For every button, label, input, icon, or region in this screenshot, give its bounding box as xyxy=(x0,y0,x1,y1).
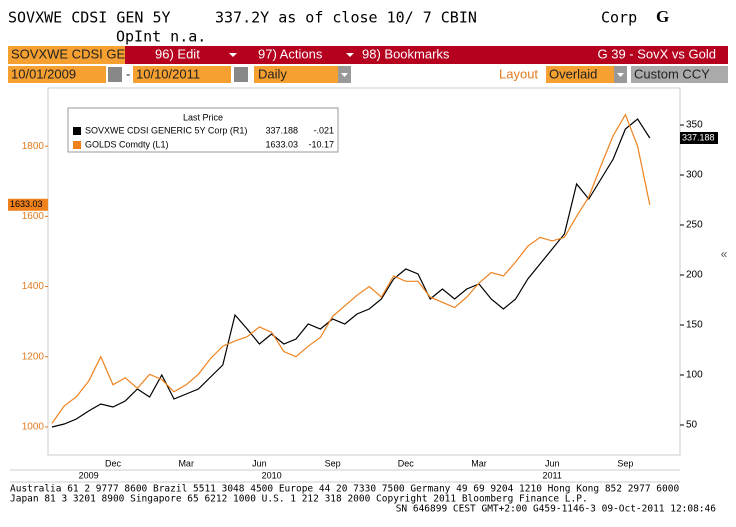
currency-box[interactable] xyxy=(631,66,728,83)
dropdown-arrow[interactable] xyxy=(346,53,354,57)
x-tick-label: Sep xyxy=(617,458,633,468)
security: SOVXWE CDSI GE xyxy=(11,46,125,61)
footer-line: SN 646899 CEST GMT+2:00 G459-1146-3 09-O… xyxy=(396,504,717,515)
x-tick-label: Jun xyxy=(252,458,267,468)
y2-tick-label: 250 xyxy=(686,220,703,231)
legend-title: Last Price xyxy=(183,112,223,122)
legend-name: GOLDS Comdty (L1) xyxy=(85,139,169,149)
y-tick-label: 1600 xyxy=(22,211,45,222)
footer-line: Japan 81 3 3201 8900 Singapore 65 6212 1… xyxy=(10,494,588,505)
x-tick-label: Sep xyxy=(325,458,341,468)
x-tick-label: Jun xyxy=(545,458,560,468)
end-date-box[interactable] xyxy=(133,66,231,83)
footer-line: Australia 61 2 9777 8600 Brazil 5511 304… xyxy=(10,484,679,495)
year-label: 2011 xyxy=(543,470,562,480)
last-value-label: 337.188 xyxy=(682,132,715,142)
y2-tick-label: 350 xyxy=(686,120,703,131)
security-box[interactable] xyxy=(8,46,125,64)
ticker: SOVXWE CDSI GEN 5Y xyxy=(8,9,171,27)
series-line xyxy=(51,113,651,424)
menu-bookmarks[interactable]: 98) Bookmarks xyxy=(362,46,450,61)
date-separator: - xyxy=(126,66,130,81)
open-interest: OpInt n.a. xyxy=(116,28,206,46)
menu-bar xyxy=(125,46,728,64)
menu-actions[interactable]: 97) Actions xyxy=(258,46,323,61)
last-value-tag xyxy=(680,132,718,144)
legend-last: 337.188 xyxy=(265,125,298,135)
period-box[interactable] xyxy=(254,66,338,83)
start-date: 10/01/2009 xyxy=(11,66,76,81)
collapse[interactable]: « xyxy=(721,247,728,261)
legend-change: -.021 xyxy=(313,125,334,135)
quote: 337.2Y as of close 10/ 7 CBIN xyxy=(215,9,477,27)
legend xyxy=(67,107,339,153)
dropdown-arrow xyxy=(617,73,624,77)
y2-tick-label: 200 xyxy=(686,270,703,281)
legend-last: 1633.03 xyxy=(265,139,298,149)
year-label: 2010 xyxy=(262,470,282,480)
calendar-icon[interactable] xyxy=(108,67,122,82)
y-tick-label: 1400 xyxy=(22,281,45,292)
dropdown-arrow xyxy=(341,73,348,77)
sector: Corp xyxy=(601,9,637,27)
series-line xyxy=(51,118,651,428)
layout: Overlaid xyxy=(549,66,597,81)
period: Daily xyxy=(258,66,287,81)
last-value-label: 1633.03 xyxy=(10,199,43,209)
y2-tick-label: 50 xyxy=(686,420,698,431)
y-tick-label: 1000 xyxy=(22,422,45,433)
x-tick-label: Mar xyxy=(471,458,487,468)
page-name: G 39 - SovX vs Gold xyxy=(598,46,717,61)
start-date-box[interactable] xyxy=(8,66,106,83)
legend-name: SOVXWE CDSI GENERIC 5Y Corp (R1) xyxy=(85,125,247,135)
menu-edit[interactable]: 96) Edit xyxy=(155,46,200,61)
plot-frame xyxy=(47,87,681,456)
layout-box[interactable] xyxy=(546,66,614,83)
legend-swatch xyxy=(73,127,81,135)
y-tick-label: 1200 xyxy=(22,351,45,362)
legend-swatch xyxy=(73,141,81,149)
y2-tick-label: 100 xyxy=(686,370,703,381)
layout-label: Layout xyxy=(499,66,538,81)
x-tick-label: Dec xyxy=(398,458,415,468)
last-value-tag xyxy=(8,198,48,211)
y2-tick-label: 300 xyxy=(686,170,703,181)
y-tick-label: 1800 xyxy=(22,141,45,152)
x-tick-label: Mar xyxy=(178,458,194,468)
x-tick-label: Dec xyxy=(105,458,122,468)
end-date: 10/10/2011 xyxy=(136,66,200,81)
currency: Custom CCY xyxy=(634,66,710,81)
key: G xyxy=(656,7,669,26)
year-label: 2009 xyxy=(79,470,99,480)
calendar-icon[interactable] xyxy=(234,67,248,82)
legend-change: -10.17 xyxy=(308,139,334,149)
y2-tick-label: 150 xyxy=(686,320,703,331)
dropdown-arrow[interactable] xyxy=(229,53,237,57)
